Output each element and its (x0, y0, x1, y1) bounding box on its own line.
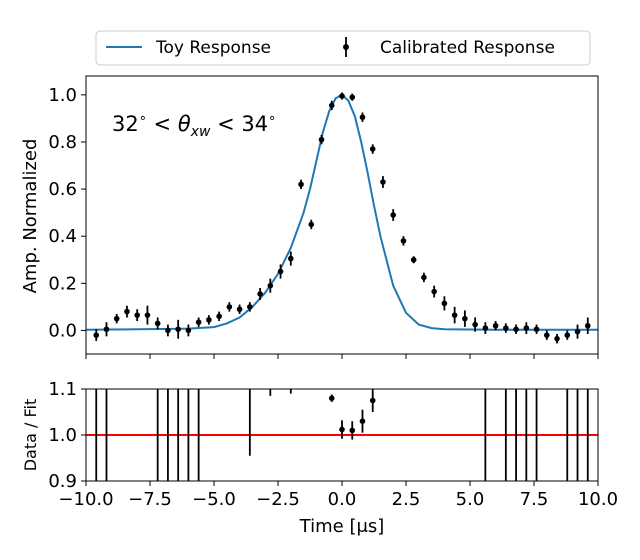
calibrated-point (410, 256, 417, 263)
ratio-point (349, 427, 356, 434)
bottom-x-tick-label: −10.0 (58, 489, 113, 510)
calibrated-point (257, 291, 263, 297)
calibrated-point (513, 326, 519, 333)
calibrated-point (308, 221, 315, 228)
calibrated-point (441, 300, 448, 307)
top-plot-frame (85, 75, 599, 355)
calibrated-point (185, 327, 192, 334)
calibrated-point (451, 312, 458, 318)
calibrated-point (349, 94, 356, 101)
bottom-x-tick-label: 7.5 (520, 489, 549, 510)
calibrated-point (154, 320, 161, 327)
calibrated-point (554, 335, 560, 342)
toy-response-line (85, 93, 598, 331)
calibrated-point (472, 321, 478, 328)
bottom-y-tick-label: 1.1 (48, 379, 77, 400)
bottom-x-tick-label: −7.5 (128, 489, 172, 510)
calibrated-point (124, 308, 130, 315)
legend: Toy Response Calibrated Response (95, 30, 591, 66)
calibrated-point (400, 238, 407, 244)
top-y-ticks: 0.0 0.2 0.4 0.6 0.8 1.0 (48, 85, 86, 341)
calibrated-point (113, 315, 120, 322)
ratio-point (369, 397, 376, 404)
calibrated-response-points (93, 92, 591, 344)
bottom-y-tick-label: 1.0 (48, 425, 77, 446)
bottom-ylabel: Data / Fit (21, 399, 40, 472)
legend-label-calibrated: Calibrated Response (380, 38, 555, 58)
calibrated-point (134, 312, 140, 318)
calibrated-point (503, 325, 509, 331)
calibrated-point (288, 255, 294, 262)
bottom-x-tick-label: 5.0 (456, 489, 485, 510)
calibrated-point (544, 332, 550, 338)
calibrated-point (462, 315, 468, 322)
bottom-x-tick-label: 2.5 (392, 489, 421, 510)
calibrated-point (103, 326, 110, 333)
calibrated-point (369, 146, 376, 152)
top-y-tick-label: 0.4 (48, 226, 77, 247)
calibrated-point (144, 312, 151, 318)
calibrated-point (431, 288, 437, 295)
legend-label-toy: Toy Response (155, 38, 271, 58)
bottom-y-tick-label: 0.9 (48, 471, 77, 492)
bottom-x-tick-label: 10.0 (578, 489, 618, 510)
top-y-tick-label: 1.0 (48, 85, 77, 106)
bottom-plot-frame (85, 388, 599, 482)
calibrated-point (93, 332, 100, 338)
calibrated-point (236, 306, 243, 313)
calibrated-point (533, 326, 540, 333)
legend-box (95, 30, 591, 66)
top-x-ticks (85, 354, 599, 359)
calibrated-point (298, 181, 304, 188)
calibrated-point (564, 332, 571, 338)
calibrated-point (328, 102, 335, 109)
calibrated-point (584, 322, 591, 329)
calibrated-point (277, 268, 284, 275)
calibrated-point (482, 325, 489, 331)
bottom-x-tick-label: −2.5 (256, 489, 300, 510)
calibrated-point (226, 304, 233, 310)
top-y-tick-label: 0.2 (48, 273, 77, 294)
top-y-tick-label: 0.8 (48, 132, 77, 153)
bottom-x-tick-label: 0.0 (328, 489, 357, 510)
calibrated-point (492, 322, 499, 329)
calibrated-point (195, 319, 202, 325)
calibrated-point (247, 304, 253, 310)
top-ylabel: Amp. Normalized (20, 139, 41, 294)
calibrated-point (523, 325, 530, 331)
ratio-plot-panel: Data / Fit 0.9 1.0 1.1 −10.0 −7.5 −5.0 −2.5 0.… (21, 379, 618, 537)
legend-marker-swatch (343, 44, 349, 50)
calibrated-point (165, 327, 171, 334)
ratio-point (339, 426, 345, 433)
ratio-point (359, 418, 366, 425)
ratio-point (328, 395, 335, 402)
top-y-tick-label: 0.6 (48, 179, 77, 200)
calibrated-point (206, 317, 212, 323)
bottom-y-ticks: 0.9 1.0 1.1 (48, 379, 86, 492)
ratio-vertical-bars (95, 389, 589, 481)
calibrated-point (339, 93, 345, 99)
calibrated-point (574, 328, 581, 335)
main-plot-panel: Amp. Normalized 32∘ < θxw < 34∘ 0.00.20.… (20, 75, 599, 359)
calibrated-point (318, 136, 325, 143)
calibrated-point (267, 282, 274, 289)
calibrated-point (216, 313, 222, 320)
top-y-tick-label: 0.0 (48, 320, 77, 341)
calibrated-point (359, 114, 366, 121)
bottom-xlabel: Time [μs] (299, 516, 385, 537)
bottom-x-ticks: −10.0 −7.5 −5.0 −2.5 0.0 2.5 5.0 7.5 10.0 (58, 481, 618, 510)
bottom-x-tick-label: −5.0 (192, 489, 236, 510)
ratio-points (328, 389, 376, 440)
calibrated-point (175, 326, 181, 333)
calibrated-point (380, 179, 386, 185)
angle-annotation: 32∘ < θxw < 34∘ (112, 111, 276, 140)
calibrated-point (421, 274, 427, 281)
calibrated-point (390, 212, 397, 218)
